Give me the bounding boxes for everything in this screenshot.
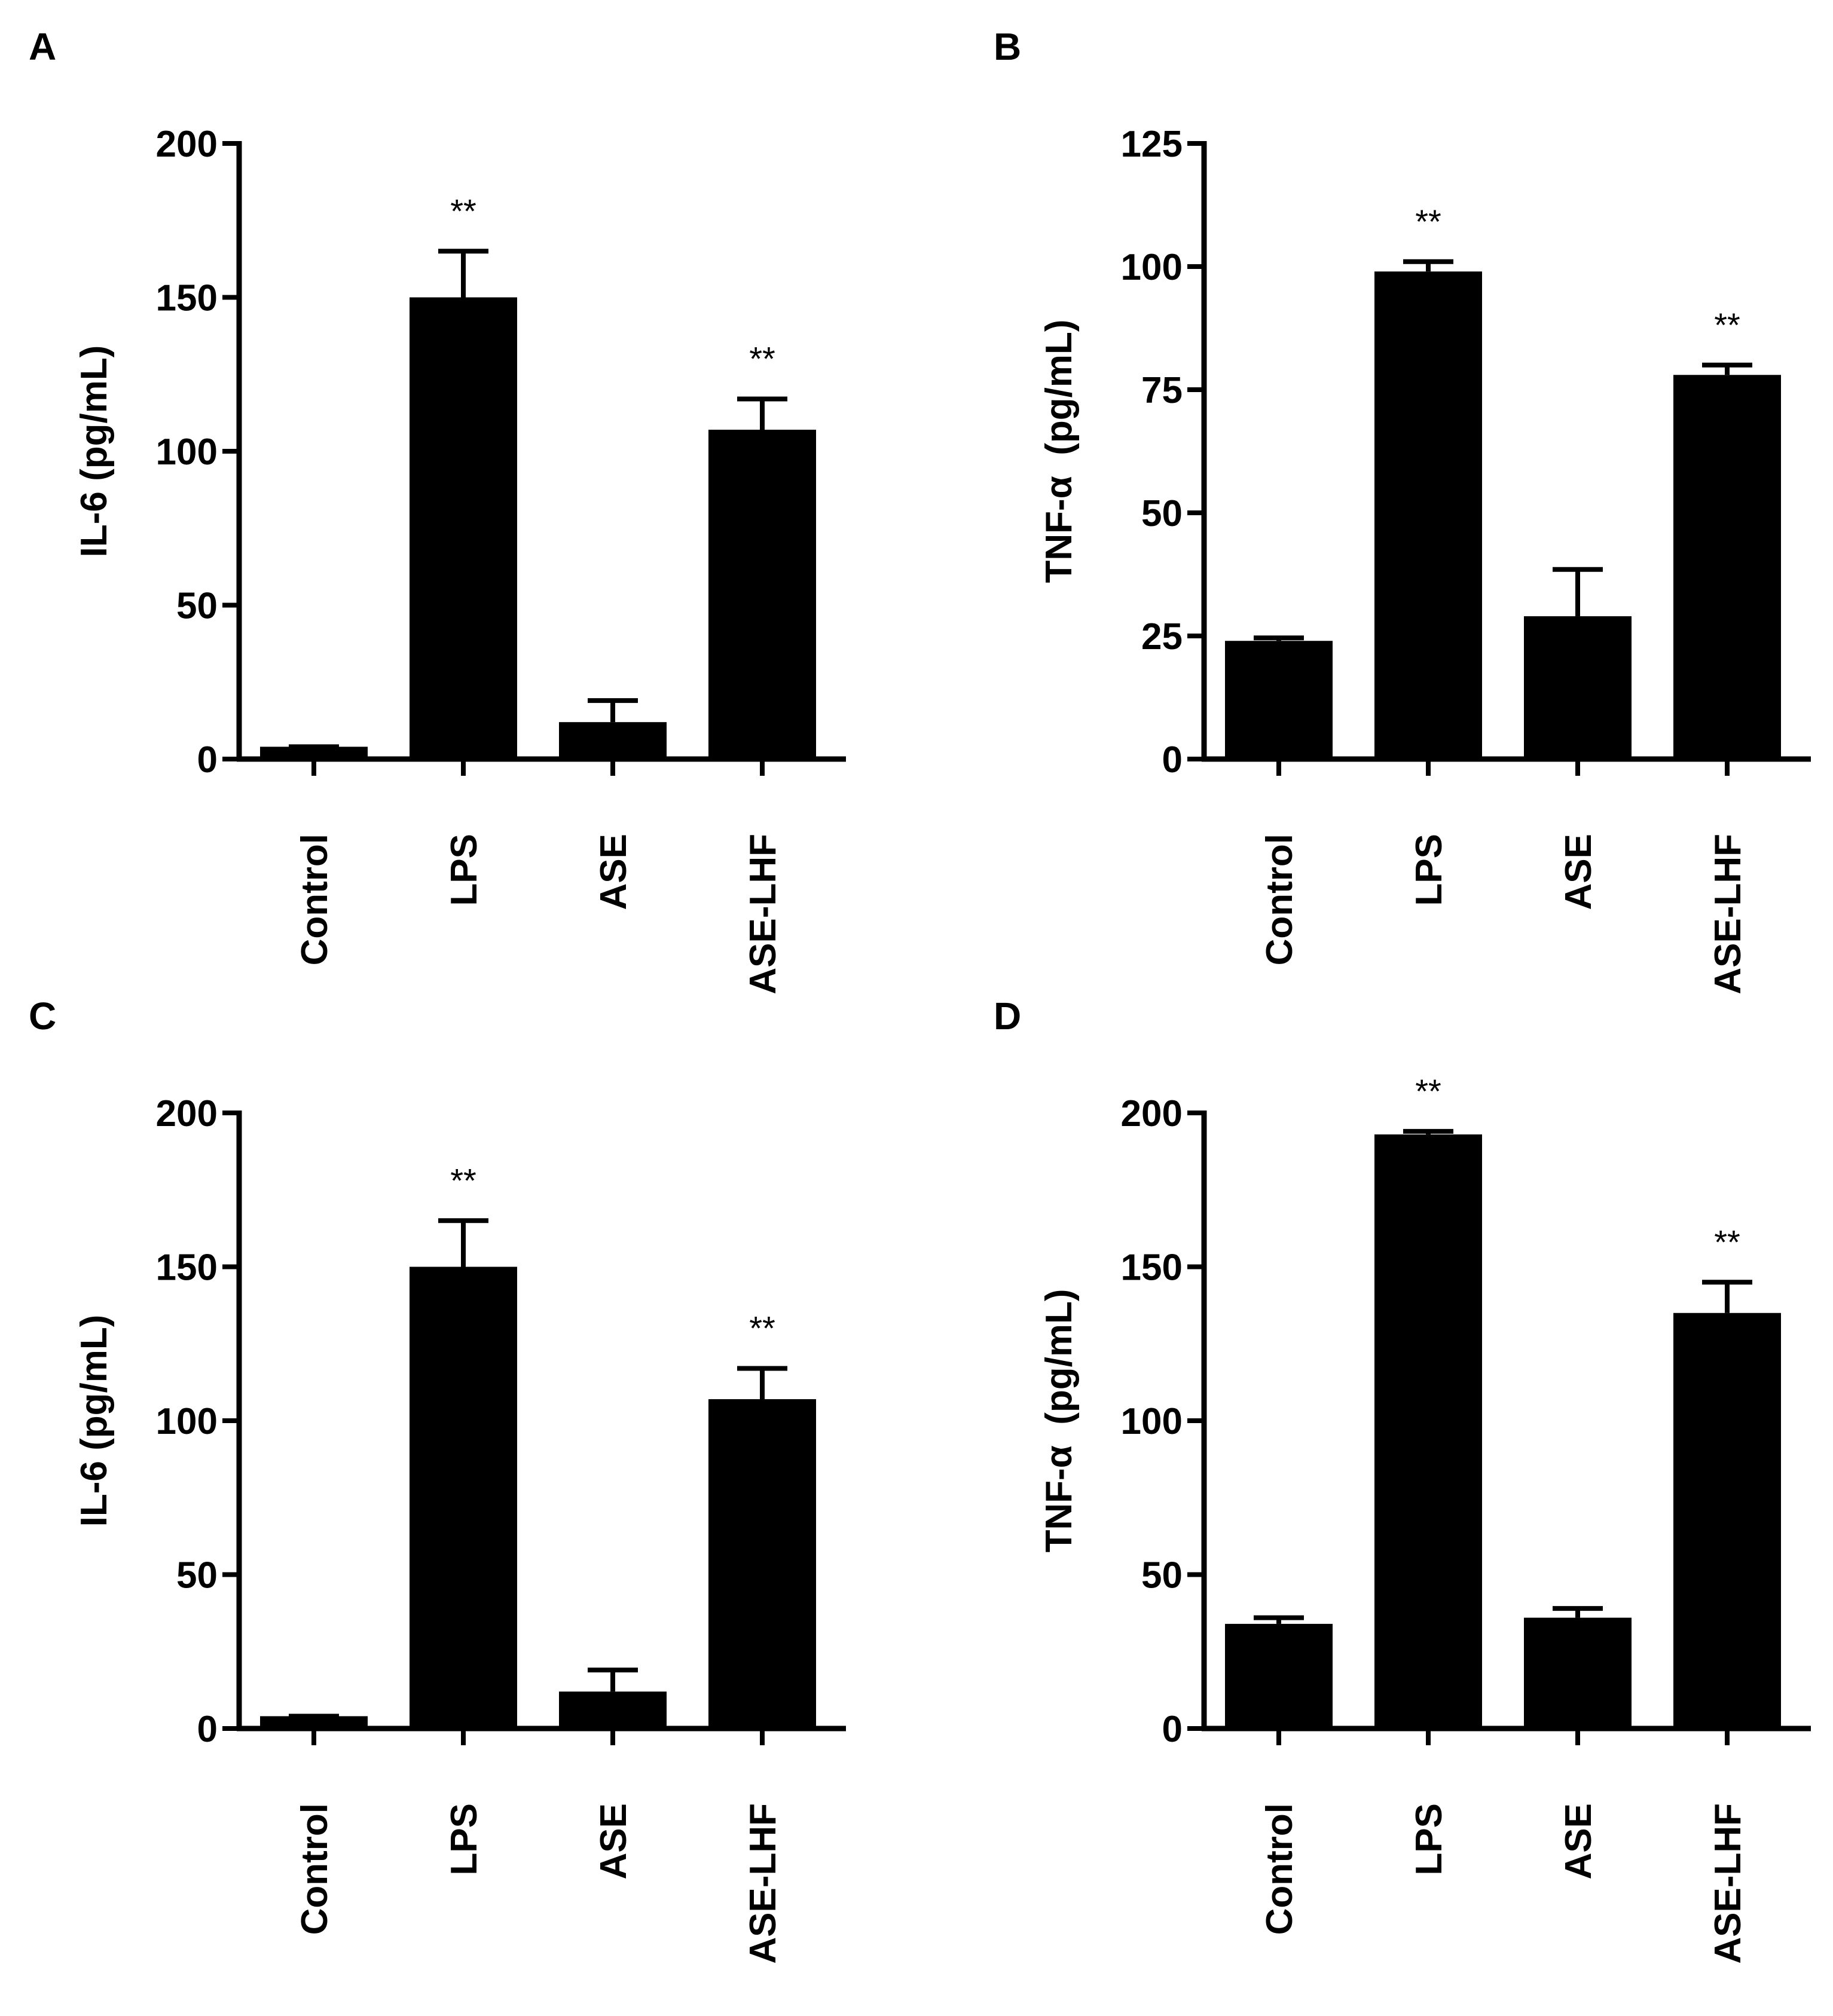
panel-b: B TNF-α (pg/mL) ** ** 0 25 50 75 100 125 Control LP… <box>994 25 1811 995</box>
y-tick-label: 100 <box>156 1401 218 1442</box>
y-tick-label: 0 <box>197 1709 218 1750</box>
bar-ase <box>1524 616 1632 759</box>
y-tick-label: 75 <box>1141 370 1183 411</box>
bar-ase <box>559 722 667 759</box>
bar-lps <box>1374 271 1482 759</box>
panel-letter: B <box>994 25 1021 68</box>
y-tick-label: 200 <box>156 124 218 165</box>
panel-c: C IL-6 (pg/mL) ** ** 0 50 100 150 200 Control LPS A… <box>29 995 846 1964</box>
significance-ase-lhf: ** <box>749 339 775 377</box>
y-tick-label: 200 <box>156 1093 218 1134</box>
bar-control <box>1225 641 1333 759</box>
bar-ase <box>1524 1617 1632 1729</box>
x-tick-label-control: Control <box>1259 834 1300 965</box>
x-tick-label-control: Control <box>294 1803 335 1935</box>
x-tick-label-ase-lhf: ASE-LHF <box>743 834 784 995</box>
y-axis-title: TNF-α (pg/mL) <box>1038 1289 1080 1553</box>
y-axis-title: IL-6 (pg/mL) <box>74 345 115 558</box>
bar-ase-lhf <box>1673 375 1781 759</box>
x-tick-label-lps: LPS <box>1409 834 1450 906</box>
panel-d: D TNF-α (pg/mL) ** ** 0 50 100 150 200 Control LPS… <box>994 995 1811 1964</box>
significance-ase-lhf: ** <box>1714 1223 1740 1261</box>
y-tick-label: 0 <box>197 739 218 781</box>
y-tick-label: 150 <box>156 278 218 319</box>
y-tick-label: 50 <box>176 586 218 627</box>
y-tick-label: 0 <box>1162 739 1183 781</box>
y-axis-title: TNF-α (pg/mL) <box>1038 320 1080 583</box>
bar-ase-lhf <box>708 1399 816 1729</box>
y-tick-label: 125 <box>1121 124 1183 165</box>
significance-lps: ** <box>450 192 476 230</box>
y-tick-label: 150 <box>1121 1247 1183 1289</box>
panel-a: A IL-6 (pg/mL) ** ** 0 50 100 150 200 Control LPS A… <box>29 25 846 995</box>
x-tick-label-ase: ASE <box>593 834 634 910</box>
significance-ase-lhf: ** <box>1714 306 1740 344</box>
bar-lps <box>410 297 517 759</box>
x-tick-label-control: Control <box>1259 1803 1300 1935</box>
y-tick-label: 0 <box>1162 1709 1183 1750</box>
significance-lps: ** <box>1415 203 1441 240</box>
bar-ase <box>559 1691 667 1729</box>
bar-lps <box>410 1266 517 1729</box>
y-tick-label: 100 <box>1121 1401 1183 1442</box>
panel-letter: C <box>29 995 56 1038</box>
x-tick-label-ase: ASE <box>1558 834 1599 910</box>
panel-letter: D <box>994 995 1021 1038</box>
x-tick-label-ase: ASE <box>1558 1803 1599 1879</box>
y-tick-label: 50 <box>1141 493 1183 534</box>
significance-lps: ** <box>450 1161 476 1199</box>
bar-lps <box>1374 1134 1482 1729</box>
y-axis-title: IL-6 (pg/mL) <box>74 1315 115 1527</box>
x-tick-label-lps: LPS <box>444 834 485 906</box>
bar-control <box>1225 1623 1333 1729</box>
x-tick-label-ase-lhf: ASE-LHF <box>1707 834 1749 995</box>
y-tick-label: 200 <box>1121 1093 1183 1134</box>
bar-control <box>260 1716 368 1729</box>
y-tick-label: 50 <box>1141 1555 1183 1596</box>
x-tick-label-ase-lhf: ASE-LHF <box>1707 1803 1749 1964</box>
x-tick-label-ase: ASE <box>593 1803 634 1879</box>
x-tick-label-lps: LPS <box>444 1803 485 1876</box>
bar-control <box>260 747 368 759</box>
x-tick-label-ase-lhf: ASE-LHF <box>743 1803 784 1964</box>
significance-ase-lhf: ** <box>749 1309 775 1347</box>
y-tick-label: 150 <box>156 1247 218 1289</box>
y-tick-label: 25 <box>1141 616 1183 657</box>
panel-letter: A <box>29 25 56 68</box>
x-tick-label-lps: LPS <box>1409 1803 1450 1876</box>
bar-ase-lhf <box>1673 1313 1781 1729</box>
significance-lps: ** <box>1415 1072 1441 1110</box>
x-tick-label-control: Control <box>294 834 335 965</box>
y-tick-label: 50 <box>176 1555 218 1596</box>
y-tick-label: 100 <box>1121 247 1183 288</box>
y-tick-label: 100 <box>156 432 218 473</box>
bar-ase-lhf <box>708 429 816 759</box>
